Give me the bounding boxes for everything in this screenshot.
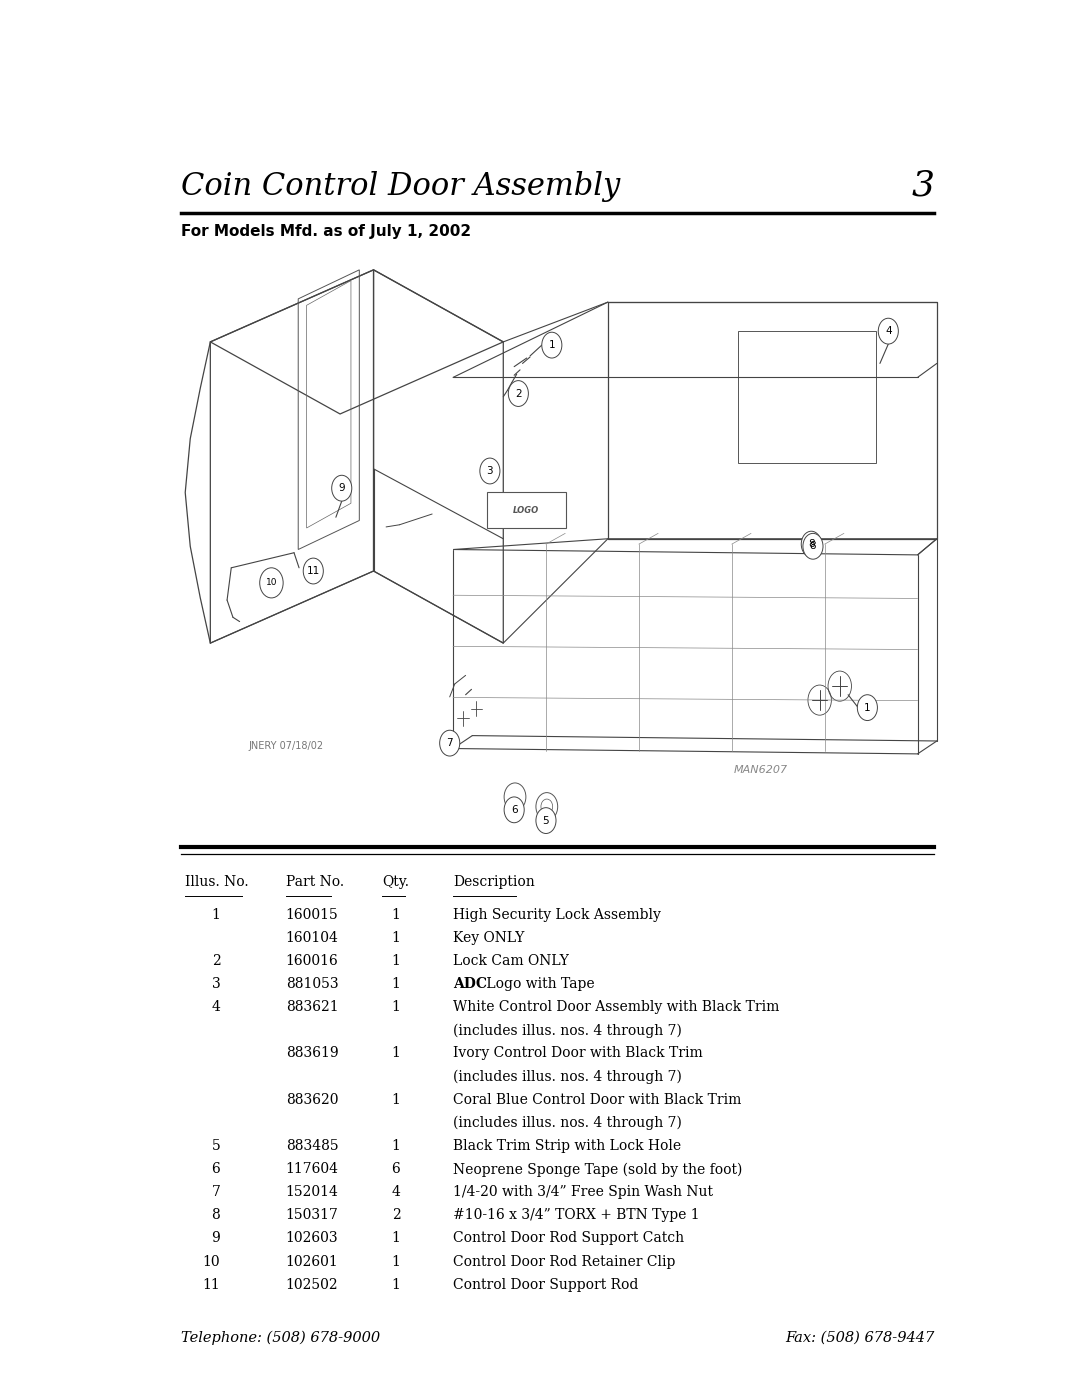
Circle shape [480, 458, 500, 483]
Text: Lock Cam ONLY: Lock Cam ONLY [454, 954, 569, 968]
Text: 8: 8 [810, 541, 816, 552]
Text: 1: 1 [549, 339, 555, 351]
Text: 7: 7 [212, 1185, 220, 1199]
Text: 117604: 117604 [285, 1162, 339, 1176]
Text: Part No.: Part No. [285, 876, 343, 890]
Text: 8: 8 [212, 1208, 220, 1222]
Text: 1: 1 [391, 1000, 401, 1014]
Text: 1: 1 [391, 1092, 401, 1106]
Text: 9: 9 [212, 1232, 220, 1246]
Text: 102603: 102603 [285, 1232, 338, 1246]
Text: High Security Lock Assembly: High Security Lock Assembly [454, 908, 661, 922]
Text: 3: 3 [487, 467, 494, 476]
Text: 883621: 883621 [285, 1000, 338, 1014]
Circle shape [801, 531, 822, 557]
Text: 5: 5 [542, 816, 550, 826]
Text: Ivory Control Door with Black Trim: Ivory Control Door with Black Trim [454, 1046, 703, 1060]
Circle shape [542, 332, 562, 358]
Text: (includes illus. nos. 4 through 7): (includes illus. nos. 4 through 7) [454, 1070, 681, 1084]
Text: 6: 6 [511, 805, 517, 814]
Text: 1: 1 [864, 703, 870, 712]
Text: 11: 11 [203, 1278, 220, 1292]
Text: 883619: 883619 [285, 1046, 338, 1060]
Text: Control Door Support Rod: Control Door Support Rod [454, 1278, 638, 1292]
Text: 883485: 883485 [285, 1139, 338, 1153]
Text: Control Door Rod Retainer Clip: Control Door Rod Retainer Clip [454, 1255, 675, 1268]
Text: 1: 1 [391, 977, 401, 990]
Text: (includes illus. nos. 4 through 7): (includes illus. nos. 4 through 7) [454, 1116, 681, 1130]
Text: 160015: 160015 [285, 908, 338, 922]
Text: Telephone: (508) 678-9000: Telephone: (508) 678-9000 [181, 1331, 380, 1345]
Text: For Models Mfd. as of July 1, 2002: For Models Mfd. as of July 1, 2002 [181, 224, 471, 239]
Text: White Control Door Assembly with Black Trim: White Control Door Assembly with Black T… [454, 1000, 780, 1014]
Text: Coin Control Door Assembly: Coin Control Door Assembly [181, 170, 620, 203]
Text: Illus. No.: Illus. No. [186, 876, 248, 890]
Text: 3: 3 [212, 977, 220, 990]
Text: Key ONLY: Key ONLY [454, 930, 525, 944]
Text: Black Trim Strip with Lock Hole: Black Trim Strip with Lock Hole [454, 1139, 681, 1153]
Text: 102601: 102601 [285, 1255, 338, 1268]
Text: 7: 7 [446, 738, 453, 749]
Text: 4: 4 [885, 326, 892, 337]
Circle shape [504, 796, 524, 823]
Text: 2: 2 [515, 388, 522, 398]
Text: 881053: 881053 [285, 977, 338, 990]
Text: Control Door Rod Support Catch: Control Door Rod Support Catch [454, 1232, 685, 1246]
Text: 1: 1 [391, 930, 401, 944]
Text: 2: 2 [392, 1208, 401, 1222]
Text: 8: 8 [808, 539, 814, 549]
Text: 1: 1 [391, 1278, 401, 1292]
Text: 152014: 152014 [285, 1185, 338, 1199]
Text: 160104: 160104 [285, 930, 338, 944]
Text: Fax: (508) 678-9447: Fax: (508) 678-9447 [785, 1331, 934, 1345]
Text: 1: 1 [212, 908, 220, 922]
Circle shape [259, 567, 283, 598]
Text: 1/4-20 with 3/4” Free Spin Wash Nut: 1/4-20 with 3/4” Free Spin Wash Nut [454, 1185, 713, 1199]
Circle shape [440, 731, 460, 756]
Circle shape [858, 694, 877, 721]
Text: 6: 6 [392, 1162, 401, 1176]
Circle shape [802, 534, 823, 559]
Text: 883620: 883620 [285, 1092, 338, 1106]
Text: 10: 10 [203, 1255, 220, 1268]
Text: 1: 1 [391, 1232, 401, 1246]
Text: Coral Blue Control Door with Black Trim: Coral Blue Control Door with Black Trim [454, 1092, 742, 1106]
Text: JNERY 07/18/02: JNERY 07/18/02 [248, 740, 323, 752]
Text: 2: 2 [212, 954, 220, 968]
Text: 1: 1 [391, 1139, 401, 1153]
Text: 102502: 102502 [285, 1278, 338, 1292]
Circle shape [878, 319, 899, 344]
Text: 9: 9 [338, 483, 345, 493]
Text: 10: 10 [266, 578, 278, 587]
Text: 4: 4 [391, 1185, 401, 1199]
Text: 1: 1 [391, 1255, 401, 1268]
Text: 160016: 160016 [285, 954, 338, 968]
Text: 3: 3 [912, 168, 934, 203]
Circle shape [509, 380, 528, 407]
Text: Qty.: Qty. [382, 876, 409, 890]
Text: 1: 1 [391, 908, 401, 922]
Text: 5: 5 [212, 1139, 220, 1153]
Text: 150317: 150317 [285, 1208, 338, 1222]
Text: (includes illus. nos. 4 through 7): (includes illus. nos. 4 through 7) [454, 1024, 681, 1038]
Text: Logo with Tape: Logo with Tape [482, 977, 594, 990]
Text: 1: 1 [391, 954, 401, 968]
Text: MAN6207: MAN6207 [733, 764, 787, 775]
Circle shape [303, 559, 323, 584]
Circle shape [332, 475, 352, 502]
Text: 6: 6 [212, 1162, 220, 1176]
Text: LOGO: LOGO [513, 506, 539, 515]
Text: #10-16 x 3/4” TORX + BTN Type 1: #10-16 x 3/4” TORX + BTN Type 1 [454, 1208, 700, 1222]
Text: 1: 1 [391, 1046, 401, 1060]
Text: 11: 11 [307, 566, 320, 576]
Text: Description: Description [454, 876, 535, 890]
Polygon shape [486, 493, 566, 528]
Circle shape [536, 807, 556, 834]
Text: ADC: ADC [454, 977, 487, 990]
Text: Neoprene Sponge Tape (sold by the foot): Neoprene Sponge Tape (sold by the foot) [454, 1162, 742, 1176]
Text: 4: 4 [212, 1000, 220, 1014]
